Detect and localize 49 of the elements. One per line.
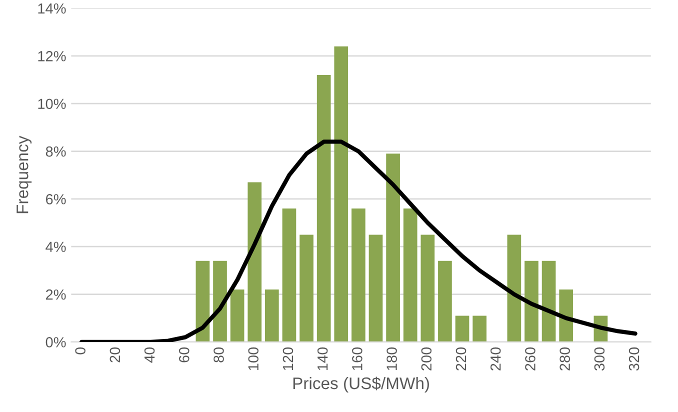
- y-tick-label: 6%: [46, 194, 66, 204]
- y-tick-label: 8%: [46, 146, 66, 157]
- bar: [316, 74, 331, 342]
- x-axis-title: Prices (US$/MWh): [293, 376, 429, 392]
- line-series: [79, 140, 638, 342]
- bar: [542, 260, 556, 342]
- bar: [524, 260, 538, 342]
- x-tick-label: 180: [386, 347, 397, 370]
- bar: [368, 234, 383, 342]
- bar: [352, 208, 366, 342]
- x-tick-label: 140: [317, 347, 328, 370]
- x-tick-label: 120: [282, 347, 294, 370]
- bar: [403, 208, 418, 342]
- x-tick-label: 60: [178, 347, 190, 362]
- bar: [472, 316, 486, 342]
- bar: [455, 316, 470, 342]
- x-tick-label: 220: [456, 347, 466, 370]
- bar: [196, 260, 210, 342]
- x-tick-label: 80: [214, 347, 224, 362]
- bar: [334, 46, 348, 342]
- x-tick-label: 20: [110, 347, 120, 362]
- bar: [230, 290, 244, 342]
- y-tick-label: 2%: [46, 289, 66, 300]
- x-tick-label: 260: [525, 347, 536, 370]
- bar: [300, 234, 314, 342]
- bar: [559, 290, 574, 342]
- bar: [438, 260, 452, 342]
- x-tick-label: 320: [628, 347, 640, 371]
- bar: [264, 290, 279, 342]
- bar: [248, 182, 262, 342]
- bar: [282, 208, 296, 342]
- x-tick-label: 0: [75, 347, 86, 354]
- y-tick-label: 12%: [38, 51, 66, 62]
- y-tick-label: 10%: [38, 98, 66, 110]
- bar: [420, 234, 435, 342]
- x-tick-label: 200: [421, 347, 432, 370]
- y-tick-label: 4%: [46, 242, 66, 252]
- bar: [213, 260, 227, 342]
- x-tick-label: 300: [594, 347, 605, 371]
- x-tick-label: 40: [144, 347, 155, 363]
- bar: [386, 154, 400, 342]
- x-tick-label: 100: [248, 347, 259, 370]
- bar: [507, 234, 522, 342]
- y-tick-label: 14%: [38, 3, 66, 14]
- y-tick-label: 0%: [46, 337, 66, 348]
- x-tick-label: 280: [560, 347, 570, 370]
- x-tick-label: 160: [352, 347, 362, 370]
- y-axis-title: Frequency: [16, 136, 32, 214]
- x-tick-label: 240: [490, 347, 501, 370]
